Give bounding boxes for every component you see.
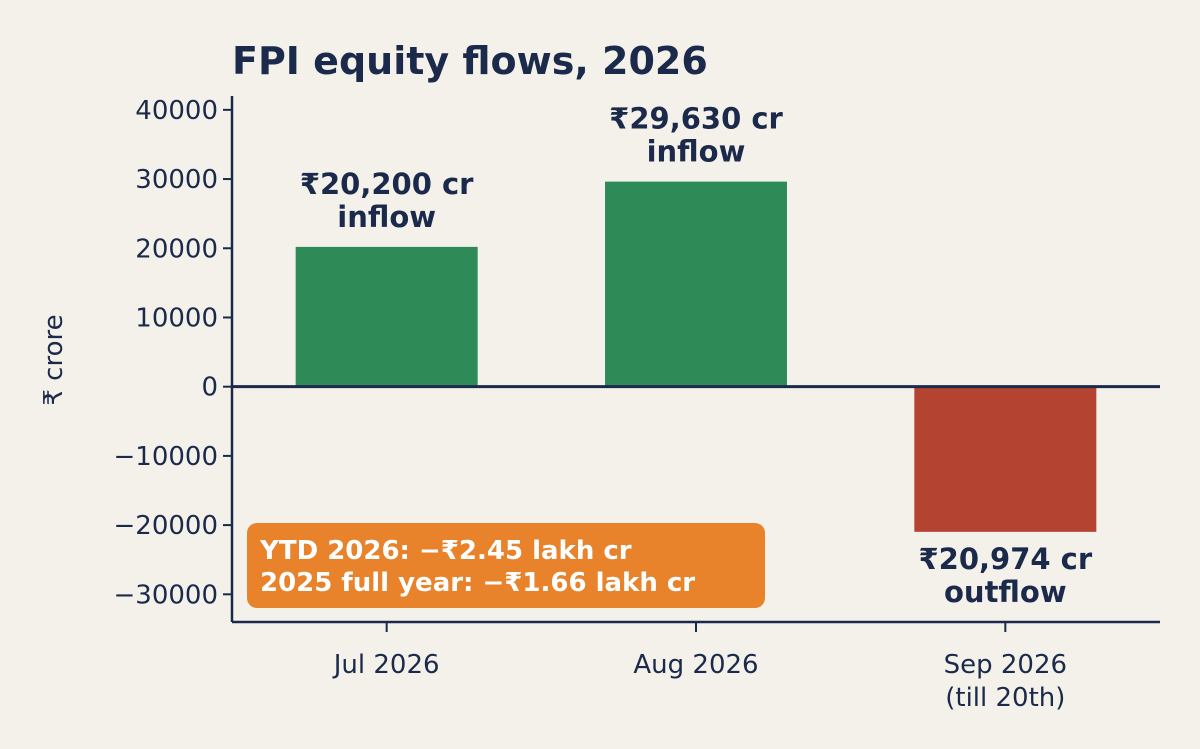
y-tick-label: 10000 [135,303,218,333]
data-label: ₹20,974 cr [918,542,1092,576]
annotation-text: 2025 full year: −₹1.66 lakh cr [260,568,695,598]
data-label: inflow [647,135,746,169]
bar [295,246,478,387]
x-tick-label: Jul 2026 [332,650,440,680]
plot-area: 40000 30000 20000 10000 0 −10000 −20000 −30000 J… [114,96,1160,713]
data-label: ₹29,630 cr [609,102,783,136]
y-tick-label: 40000 [135,96,218,126]
y-tick-label: 30000 [135,165,218,195]
annotation-box [247,523,765,608]
y-axis-label: ₹ crore [39,314,69,405]
annotation-text: YTD 2026: −₹2.45 lakh cr [259,536,632,566]
x-tick-label: (till 20th) [945,683,1065,713]
y-tick-label: −10000 [114,442,219,472]
data-label: outflow [944,575,1067,609]
y-tick-label: −20000 [114,511,219,541]
x-tick-label: Aug 2026 [633,650,758,680]
y-tick-label: 0 [201,373,218,403]
chart-title: FPI equity flows, 2026 [232,39,708,83]
y-tick-label: −30000 [114,580,219,610]
x-tick-label: Sep 2026 [944,650,1067,680]
bar [914,386,1097,532]
data-label: inflow [337,200,436,234]
y-tick-label: 20000 [135,234,218,264]
bar [605,181,787,387]
data-label: ₹20,200 cr [300,167,474,201]
